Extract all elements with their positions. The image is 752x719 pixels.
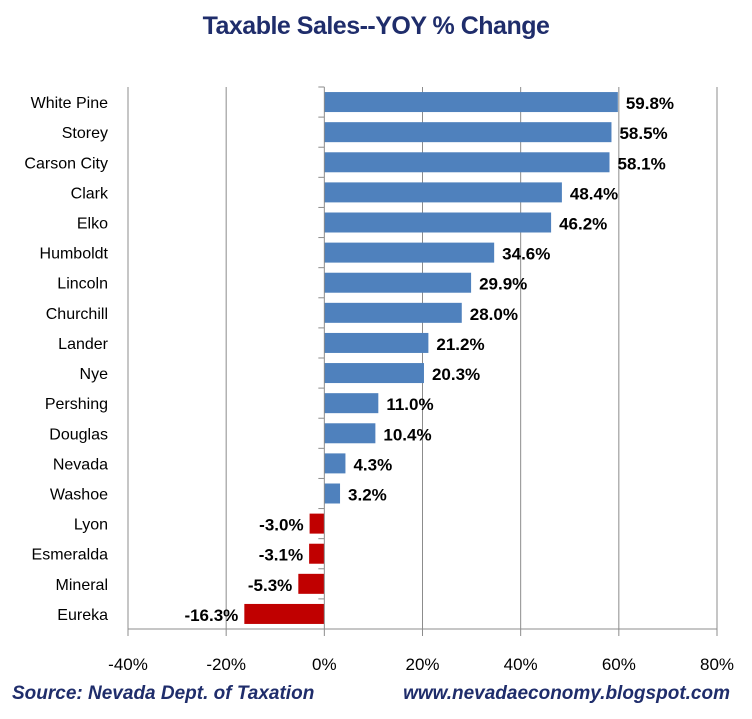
data-label: 4.3%: [353, 455, 392, 474]
x-tick-label: -40%: [108, 655, 148, 674]
category-label: Lyon: [74, 517, 108, 534]
data-label: 58.1%: [618, 154, 666, 173]
category-label: Carson City: [24, 155, 108, 172]
chart-title: Taxable Sales--YOY % Change: [202, 12, 550, 40]
bar: [324, 423, 376, 444]
category-label: Eureka: [57, 607, 108, 624]
bar: [298, 573, 325, 594]
bar: [324, 92, 618, 113]
bar: [244, 603, 325, 624]
category-label: Douglas: [49, 426, 108, 443]
bar: [324, 453, 346, 474]
bar: [324, 483, 341, 504]
category-label: Storey: [62, 125, 108, 142]
category-label: Elko: [77, 216, 108, 233]
bar: [309, 513, 325, 534]
data-label: 29.9%: [479, 275, 527, 294]
data-label: -3.1%: [259, 546, 303, 565]
data-label: 3.2%: [348, 486, 387, 505]
x-tick-label: 0%: [312, 655, 337, 674]
bar: [324, 393, 379, 414]
data-label: 28.0%: [470, 305, 518, 324]
category-label: White Pine: [31, 95, 108, 112]
data-label: 21.2%: [436, 335, 484, 354]
data-label: 58.5%: [619, 124, 667, 143]
bar: [324, 122, 612, 143]
data-label: -16.3%: [184, 606, 238, 625]
data-label: 59.8%: [626, 94, 674, 113]
x-tick-label: 20%: [405, 655, 439, 674]
data-label: 34.6%: [502, 245, 550, 264]
data-label: 20.3%: [432, 365, 480, 384]
bar: [324, 272, 472, 293]
bar: [324, 212, 552, 233]
x-tick-label: 40%: [504, 655, 538, 674]
bar: [324, 302, 462, 323]
category-label: Esmeralda: [32, 547, 109, 564]
x-tick-label: -20%: [206, 655, 246, 674]
category-label: Nye: [80, 366, 109, 383]
bar: [324, 242, 495, 263]
category-label: Humboldt: [40, 246, 109, 263]
category-label: Lincoln: [57, 276, 108, 293]
bar: [324, 152, 610, 173]
x-tick-label: 80%: [700, 655, 734, 674]
data-label: 46.2%: [559, 215, 607, 234]
category-label: Washoe: [50, 487, 108, 504]
bar: [324, 363, 424, 384]
data-label: 11.0%: [386, 395, 433, 414]
bar: [324, 332, 429, 353]
data-label: 48.4%: [570, 184, 618, 203]
data-label: 10.4%: [383, 425, 431, 444]
category-label: Churchill: [46, 306, 108, 323]
category-label: Mineral: [56, 577, 108, 594]
category-label: Lander: [58, 336, 108, 353]
website-note[interactable]: www.nevadaeconomy.blogspot.com: [403, 683, 730, 704]
bar: [309, 543, 325, 564]
x-tick-label: 60%: [602, 655, 636, 674]
data-label: -5.3%: [248, 576, 292, 595]
bar: [324, 182, 562, 203]
category-label: Clark: [71, 185, 109, 202]
source-note: Source: Nevada Dept. of Taxation: [12, 683, 315, 704]
category-label: Nevada: [53, 456, 108, 473]
category-label: Pershing: [45, 396, 108, 413]
data-label: -3.0%: [259, 516, 303, 535]
